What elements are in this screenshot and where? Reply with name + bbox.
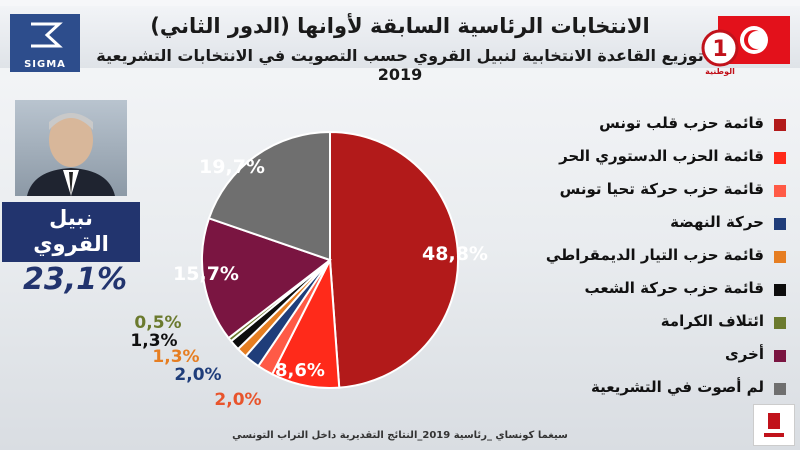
sigma-label: SIGMA bbox=[24, 59, 66, 70]
legend-swatch bbox=[774, 383, 786, 395]
legend-label: ائتلاف الكرامة bbox=[660, 312, 764, 330]
sigma-logo: SIGMA bbox=[10, 14, 80, 72]
pie-slice bbox=[201, 217, 333, 340]
legend-label: قائمة حزب التيار الديمقراطي bbox=[545, 246, 764, 264]
legend-item: أخرى bbox=[510, 341, 792, 374]
legend-swatch bbox=[774, 119, 786, 131]
legend-swatch bbox=[774, 284, 786, 296]
slice-value-label: 15,7% bbox=[173, 263, 239, 285]
slice-value-label: 2,0% bbox=[214, 390, 261, 410]
channel-number: 1 bbox=[712, 37, 727, 62]
channel-name: الوطنية bbox=[705, 67, 735, 76]
legend-label: لم أصوت في التشريعية bbox=[591, 378, 764, 396]
legend-label: قائمة الحزب الدستوري الحر bbox=[559, 147, 764, 165]
legend-item: قائمة حزب حركة تحيا تونس bbox=[510, 176, 792, 209]
legend-swatch bbox=[774, 317, 786, 329]
legend-swatch bbox=[774, 152, 786, 164]
legend-swatch bbox=[774, 350, 786, 362]
chart-legend: قائمة حزب قلب تونس قائمة الحزب الدستوري ا… bbox=[510, 110, 792, 407]
slice-value-label: 2,0% bbox=[174, 365, 221, 385]
legend-item: قائمة الحزب الدستوري الحر bbox=[510, 143, 792, 176]
legend-item: قائمة حزب التيار الديمقراطي bbox=[510, 242, 792, 275]
legend-item: لم أصوت في التشريعية bbox=[510, 374, 792, 407]
candidate-last-name: القروي bbox=[33, 232, 109, 256]
legend-item: قائمة حزب قلب تونس bbox=[510, 110, 792, 143]
legend-label: قائمة حزب قلب تونس bbox=[599, 114, 764, 132]
slice-value-label: 48,8% bbox=[422, 243, 488, 265]
legend-label: حركة النهضة bbox=[670, 213, 764, 231]
legend-swatch bbox=[774, 185, 786, 197]
legend-item: حركة النهضة bbox=[510, 209, 792, 242]
source-footer: سيغما كونساي _رئاسية 2019_النتائج التقدي… bbox=[232, 430, 568, 441]
pie-slice bbox=[329, 130, 459, 389]
legend-label: قائمة حزب حركة تحيا تونس bbox=[559, 180, 764, 198]
slice-value-label: 8,6% bbox=[275, 360, 325, 381]
legend-label: أخرى bbox=[724, 345, 764, 363]
slice-value-label: 1,3% bbox=[130, 331, 177, 351]
page-subtitle: توزيع القاعدة الانتخابية لنبيل القروي حس… bbox=[96, 46, 704, 84]
slice-value-label: 0,5% bbox=[134, 313, 181, 333]
legend-label: قائمة حزب حركة الشعب bbox=[584, 279, 764, 297]
legend-item: ائتلاف الكرامة bbox=[510, 308, 792, 341]
candidate-percentage: 23,1% bbox=[22, 262, 128, 297]
candidate-name-box: نبيل القروي bbox=[2, 202, 140, 262]
slice-value-label: 19,7% bbox=[199, 156, 265, 178]
header-bar: SIGMA الانتخابات الرئاسية السابقة لأوانه… bbox=[0, 6, 800, 84]
candidate-first-name: نبيل bbox=[49, 206, 93, 230]
page-title: الانتخابات الرئاسية السابقة لأوانها (الد… bbox=[150, 14, 650, 38]
legend-swatch bbox=[774, 251, 786, 263]
watania-corner-logo bbox=[753, 404, 795, 446]
sigma-icon bbox=[31, 22, 63, 48]
legend-item: قائمة حزب حركة الشعب bbox=[510, 275, 792, 308]
watania-channel-logo: 1 الوطنية bbox=[696, 28, 744, 76]
candidate-photo bbox=[15, 100, 127, 196]
pie-chart: 48,8%8,6%2,0%2,0%1,3%1,3%0,5%15,7%19,7% bbox=[130, 130, 488, 410]
slice-value-label: 1,3% bbox=[152, 347, 199, 367]
legend-swatch bbox=[774, 218, 786, 230]
pie-slice bbox=[207, 130, 331, 262]
